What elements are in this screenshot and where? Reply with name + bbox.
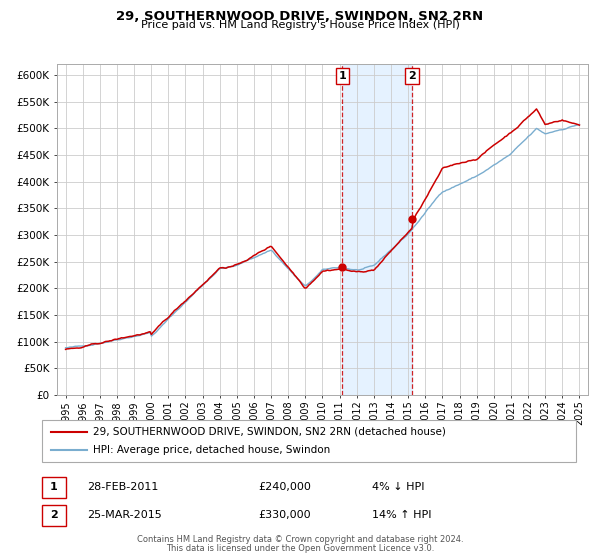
Text: £240,000: £240,000 xyxy=(258,482,311,492)
Text: Price paid vs. HM Land Registry's House Price Index (HPI): Price paid vs. HM Land Registry's House … xyxy=(140,20,460,30)
Text: 25-MAR-2015: 25-MAR-2015 xyxy=(87,510,162,520)
Text: 2: 2 xyxy=(50,510,58,520)
Text: This data is licensed under the Open Government Licence v3.0.: This data is licensed under the Open Gov… xyxy=(166,544,434,553)
Text: 1: 1 xyxy=(50,482,58,492)
Text: 4% ↓ HPI: 4% ↓ HPI xyxy=(372,482,425,492)
Text: 28-FEB-2011: 28-FEB-2011 xyxy=(87,482,158,492)
Text: Contains HM Land Registry data © Crown copyright and database right 2024.: Contains HM Land Registry data © Crown c… xyxy=(137,535,463,544)
Text: £330,000: £330,000 xyxy=(258,510,311,520)
Bar xyxy=(342,64,412,395)
Text: HPI: Average price, detached house, Swindon: HPI: Average price, detached house, Swin… xyxy=(93,445,330,455)
Text: 14% ↑ HPI: 14% ↑ HPI xyxy=(372,510,431,520)
Text: 29, SOUTHERNWOOD DRIVE, SWINDON, SN2 2RN: 29, SOUTHERNWOOD DRIVE, SWINDON, SN2 2RN xyxy=(116,10,484,23)
Text: 29, SOUTHERNWOOD DRIVE, SWINDON, SN2 2RN (detached house): 29, SOUTHERNWOOD DRIVE, SWINDON, SN2 2RN… xyxy=(93,427,446,437)
Text: 2: 2 xyxy=(408,71,416,81)
Text: 1: 1 xyxy=(338,71,346,81)
